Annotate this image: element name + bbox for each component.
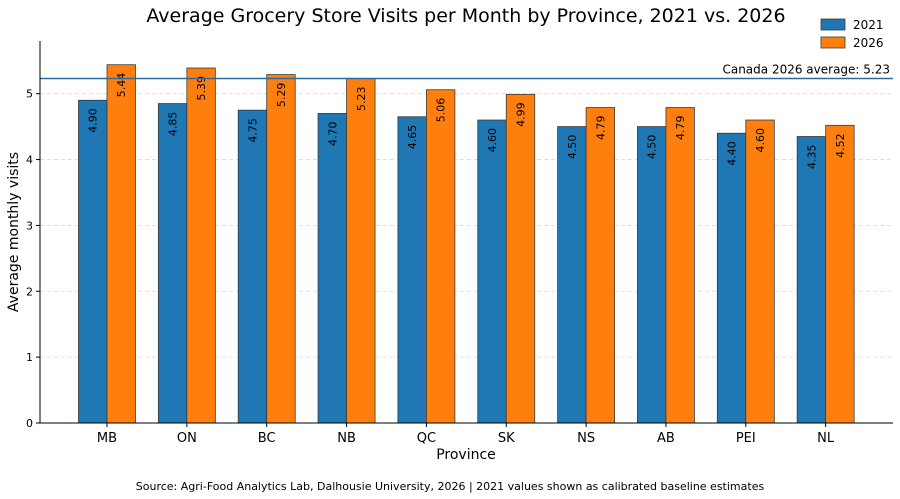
bar-2026-ON <box>186 67 216 424</box>
bar-value-label: 4.50 <box>566 135 579 160</box>
bar-value-label: 4.99 <box>515 102 528 127</box>
bar-value-label: 4.79 <box>674 116 687 141</box>
y-tick-label: 1 <box>26 351 33 364</box>
bar-value-label: 5.23 <box>355 87 368 112</box>
bar-value-label: 4.79 <box>594 116 607 141</box>
bar-value-label: 4.75 <box>246 118 259 143</box>
x-tick-label: SK <box>498 431 515 446</box>
bar-2026-AB <box>665 107 695 424</box>
bar-value-label: 4.35 <box>805 145 818 170</box>
y-tick-label: 2 <box>26 285 33 298</box>
y-tick-label: 5 <box>26 88 33 101</box>
bar-value-label: 5.29 <box>275 83 288 108</box>
bar-2021-NL <box>796 136 827 424</box>
legend: 2021 2026 <box>820 18 884 50</box>
bar-2026-SK <box>505 93 536 424</box>
bar-2026-MB <box>106 64 136 424</box>
bar-value-label: 5.44 <box>115 73 128 98</box>
bar-value-label: 4.52 <box>834 133 847 158</box>
reference-line-group: Canada 2026 average: 5.23 <box>40 63 893 80</box>
x-tick-label: NB <box>337 431 356 446</box>
y-axis-label: Average monthly visits <box>6 152 22 312</box>
bar-value-label: 5.39 <box>195 76 208 101</box>
bar-2026-NL <box>825 124 855 424</box>
bar-value-label: 5.06 <box>435 98 448 123</box>
bar-value-label: 4.50 <box>646 135 659 160</box>
x-tick-label: PEI <box>736 431 756 446</box>
source-note: Source: Agri-Food Analytics Lab, Dalhous… <box>136 480 765 493</box>
bar-value-label: 4.90 <box>87 108 100 133</box>
bar-2021-MB <box>78 99 108 424</box>
bar-2026-NB <box>346 78 376 424</box>
x-tick-label: MB <box>97 431 117 446</box>
bar-2021-NS <box>557 126 587 424</box>
bar-value-label: 4.60 <box>754 128 767 153</box>
bar-2021-SK <box>477 119 507 424</box>
reference-line-label: Canada 2026 average: 5.23 <box>722 63 890 77</box>
bar-2021-NB <box>317 113 347 424</box>
bar-value-label: 4.40 <box>726 141 739 166</box>
bar-value-label: 4.65 <box>406 125 419 150</box>
bar-2026-NS <box>585 107 615 424</box>
y-tick-label: 0 <box>26 417 33 430</box>
x-tick-label: NS <box>577 431 595 446</box>
x-tick-label: AB <box>657 431 675 446</box>
legend-swatch-2026 <box>820 36 846 49</box>
x-tick-label: ON <box>177 431 197 446</box>
x-tick-label: NL <box>817 431 835 446</box>
bar-2021-ON <box>157 103 188 424</box>
axes-group: 0 1 2 3 4 5 MB ON BC NB QC SK NS AB PEI NL <box>26 41 893 446</box>
x-tick-label: BC <box>258 431 276 446</box>
bars-group: 4.90 5.44 4.85 5.39 4.75 5.29 4.70 5.23 4.65 5.06… <box>78 64 855 424</box>
y-tick-label: 4 <box>26 154 33 167</box>
chart-title: Average Grocery Store Visits per Month b… <box>146 5 785 27</box>
bar-2021-PEI <box>716 132 747 424</box>
bar-2026-PEI <box>745 119 775 424</box>
legend-label-2026: 2026 <box>853 36 884 50</box>
bar-value-label: 4.60 <box>486 128 499 153</box>
bar-2021-BC <box>237 109 268 424</box>
legend-swatch-2021 <box>820 18 846 31</box>
y-tick-label: 3 <box>26 219 33 232</box>
bar-2026-QC <box>425 89 456 424</box>
bar-value-label: 4.85 <box>167 112 180 137</box>
bar-2021-QC <box>397 116 427 424</box>
bar-2026-BC <box>266 74 296 424</box>
x-tick-label: QC <box>417 431 436 446</box>
bar-value-label: 4.70 <box>326 121 339 146</box>
x-axis-label: Province <box>436 447 496 463</box>
legend-label-2021: 2021 <box>853 18 884 32</box>
bar-2021-AB <box>637 126 667 424</box>
